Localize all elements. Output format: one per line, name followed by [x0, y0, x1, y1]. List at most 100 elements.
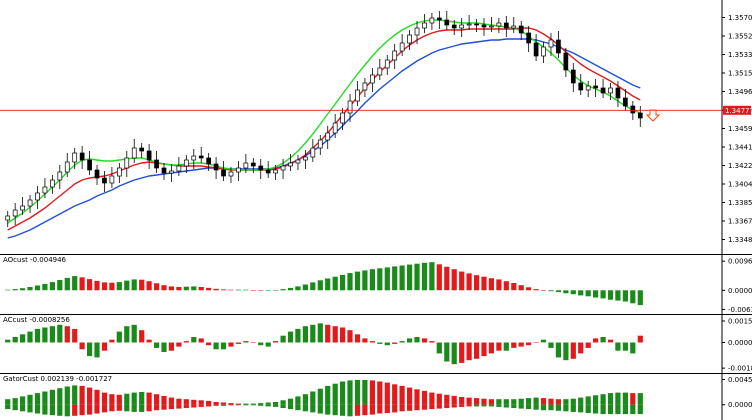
ac-bar [555, 342, 561, 358]
candle [280, 159, 286, 179]
candle [541, 42, 546, 63]
gator-bar [161, 404, 167, 410]
candle [377, 59, 383, 80]
teeth-line [7, 27, 641, 231]
candle [183, 155, 189, 173]
gator-bar [154, 404, 160, 411]
gator-bar [206, 404, 212, 407]
current-price-tag: 1.34777 [723, 105, 752, 115]
ac-bar [213, 342, 219, 350]
ac-bar [607, 339, 614, 343]
gator-bar [362, 404, 368, 416]
candle [146, 144, 152, 169]
ac-bar [332, 326, 338, 343]
gator-bar [79, 385, 85, 405]
ao-bar [131, 279, 137, 291]
gator-bar [518, 398, 524, 405]
ac-bar [436, 342, 442, 354]
gator-bar [198, 400, 204, 405]
gator-bar [280, 404, 286, 408]
candle [481, 18, 487, 36]
ao-pane[interactable]: AOcust -0.004946 0.009648 0.000000 -0.0063… [3, 255, 752, 314]
price-tick-label: 1.34225 [728, 162, 752, 170]
candle [593, 79, 598, 97]
candle [332, 114, 338, 138]
gator-bar [392, 404, 398, 413]
gator-bar [27, 394, 33, 405]
gator-axis-ticks: 0.004569 0.000000 [722, 376, 752, 409]
gator-bar [451, 404, 457, 408]
gator-bar [168, 404, 174, 410]
ao-bar [191, 286, 197, 291]
ao-bar [183, 286, 189, 291]
gator-bar [265, 404, 271, 407]
ao-bar [533, 289, 539, 291]
indicator-tick-label: 0.000000 [728, 287, 752, 295]
gator-bar [20, 404, 26, 412]
gator-bar [228, 404, 234, 406]
indicator-tick-label: -0.006333 [728, 306, 752, 314]
gator-bar [548, 398, 554, 405]
ac-bar [384, 342, 390, 346]
gator-bar [377, 381, 383, 405]
gator-bar [570, 398, 576, 405]
ao-bar [622, 290, 628, 302]
ac-bar [72, 328, 78, 343]
ao-bar [526, 287, 532, 291]
ao-bar [496, 279, 502, 291]
gator-bar [109, 404, 115, 412]
gator-bar [258, 404, 264, 406]
candle [206, 153, 212, 171]
candle [355, 81, 360, 106]
ac-bar [146, 339, 152, 343]
ao-bar [250, 290, 256, 291]
ac-bar [325, 324, 331, 343]
gator-bar [585, 404, 591, 413]
ao-bar [474, 275, 480, 291]
gator-bar [563, 399, 569, 405]
gator-bar [273, 402, 279, 405]
candle [139, 143, 145, 158]
gator-bar [325, 404, 331, 415]
ac-pane[interactable]: ACcust -0.0008256 0.0015795 0.000000 -0.00… [3, 315, 752, 373]
gator-bar [593, 404, 599, 414]
ac-bar [198, 338, 204, 343]
gator-bar [340, 381, 346, 405]
gator-pane[interactable]: GatorCust 0.002139 -0.001727 0.0045690.0… [3, 374, 752, 420]
price-pane[interactable]: 1.35705 1.35520 1.35335 1.35150 1.34965 1.347… [0, 0, 752, 254]
ao-bar [407, 264, 413, 291]
gator-bar [139, 392, 145, 405]
gator-bar [220, 404, 227, 406]
candle [288, 154, 293, 171]
ao-bar [295, 286, 301, 291]
gator-bar [533, 404, 539, 410]
gator-bar [503, 404, 509, 408]
gator-bar [526, 398, 532, 405]
gator-bar [429, 404, 435, 410]
ac-axis-ticks: 0.0015795 0.000000 -0.0018894 [722, 317, 752, 373]
ac-bar [362, 338, 368, 343]
ac-bar [637, 335, 643, 343]
ac-histogram [5, 323, 643, 365]
ao-bar [466, 273, 472, 291]
ac-bar [161, 342, 167, 352]
candle [615, 81, 621, 107]
gator-bar [250, 404, 256, 406]
gator-bar [235, 403, 241, 405]
gator-bar [474, 398, 480, 405]
gator-bar [496, 399, 502, 405]
price-tick-label: 1.34410 [728, 144, 752, 152]
candle [600, 79, 606, 98]
candle [503, 16, 509, 37]
ac-bar [20, 334, 26, 343]
gator-bar [347, 380, 353, 405]
ac-bar [414, 337, 420, 343]
candles [5, 11, 643, 227]
ac-bar [258, 342, 264, 346]
gator-bar [585, 396, 591, 405]
candle [310, 139, 316, 162]
ao-bar [377, 268, 383, 291]
candle [72, 148, 78, 169]
gator-bar [34, 393, 41, 405]
